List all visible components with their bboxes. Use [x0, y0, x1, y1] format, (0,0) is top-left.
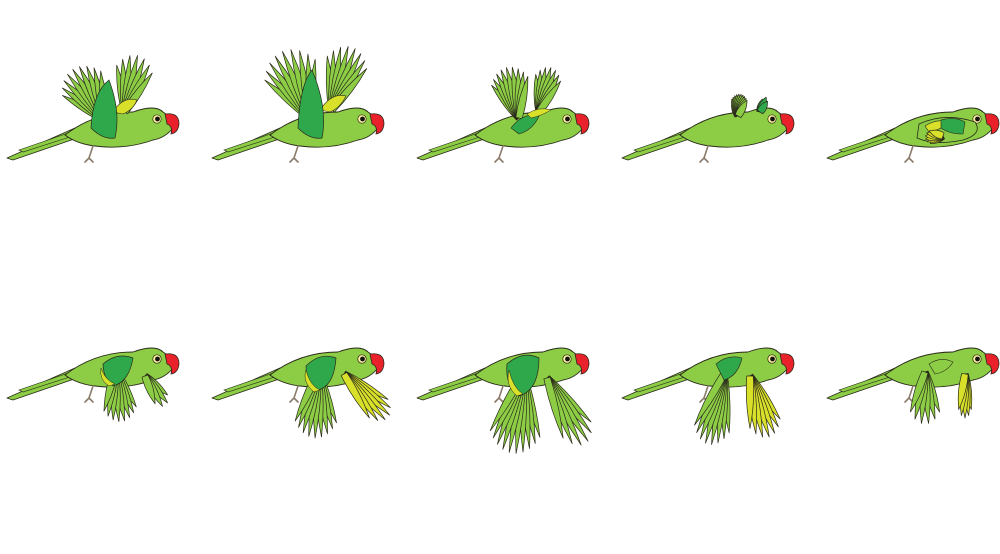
parrot-frame-10 — [826, 347, 1000, 424]
parrot-frame-4 — [621, 93, 795, 163]
parrot-frame-5 — [826, 107, 1000, 163]
parrot-frame-8 — [416, 347, 592, 454]
parrot-frame-3 — [416, 66, 590, 163]
parrot-frame-1 — [6, 55, 180, 163]
parrot-frame-2 — [211, 45, 385, 163]
parrot-frame-6 — [6, 347, 180, 422]
parrot-frame-7 — [211, 347, 391, 439]
parrot-frame-9 — [621, 347, 795, 445]
